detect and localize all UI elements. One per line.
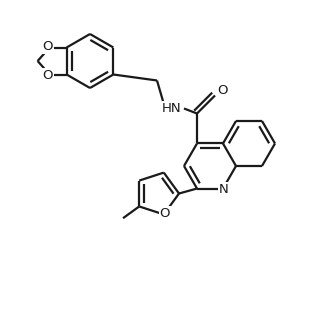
Text: O: O [42,40,53,53]
Text: O: O [217,84,227,97]
Text: O: O [160,207,170,220]
Text: N: N [219,183,229,196]
Text: HN: HN [162,102,182,115]
Text: O: O [42,69,53,82]
